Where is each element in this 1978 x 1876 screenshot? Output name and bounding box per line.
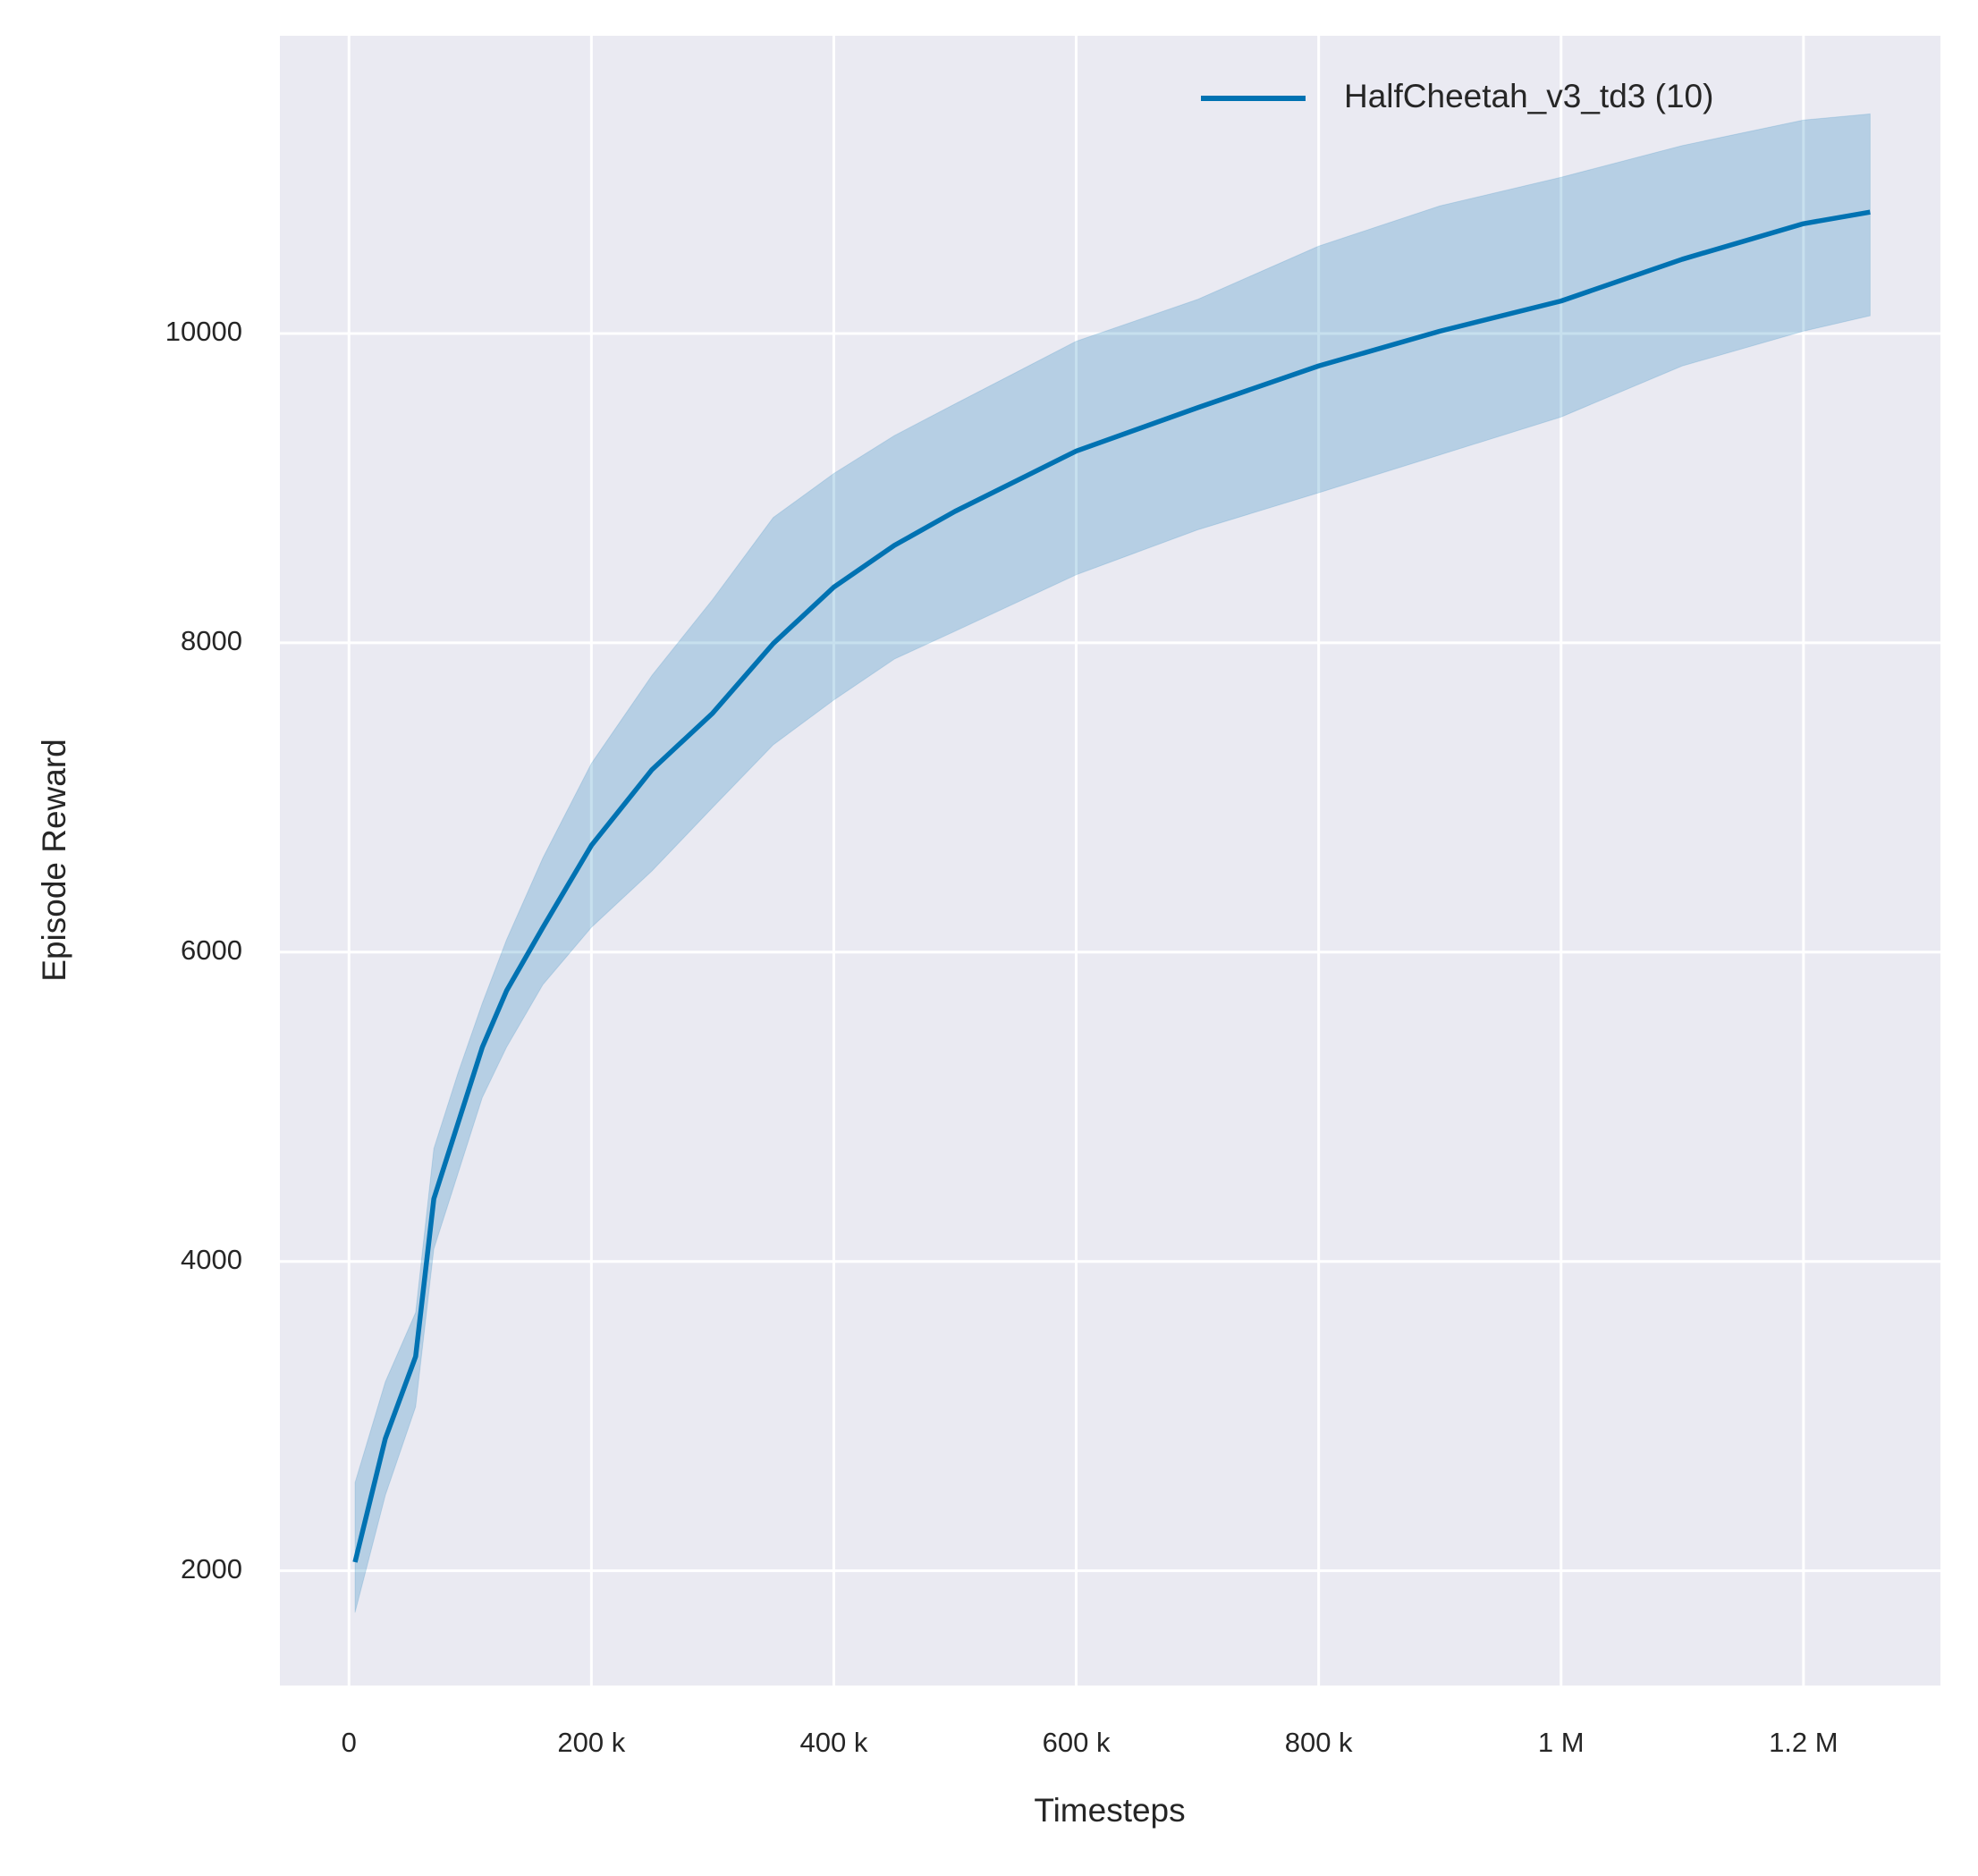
- x-tick-label: 1.2 M: [1769, 1727, 1839, 1758]
- marks: [352, 113, 1871, 1613]
- line: [352, 209, 1871, 1563]
- y-tick-label: 6000: [181, 934, 242, 966]
- y-tick-label: 8000: [181, 625, 242, 656]
- x-tick-label: 200 k: [557, 1727, 625, 1758]
- y-tick-label: 2000: [181, 1553, 242, 1584]
- x-axis-label: Timesteps: [1034, 1792, 1185, 1829]
- y-tick-label: 10000: [165, 316, 242, 347]
- x-tick-label: 600 k: [1043, 1727, 1111, 1758]
- confidence-band: [354, 113, 1871, 1613]
- grid: [280, 36, 1940, 1686]
- legend-label: HalfCheetah_v3_td3 (10): [1344, 78, 1713, 114]
- y-axis-label: Episode Reward: [36, 739, 72, 981]
- legend: HalfCheetah_v3_td3 (10): [1201, 78, 1713, 114]
- plot-background: [280, 36, 1940, 1686]
- x-tick-label: 400 k: [800, 1727, 868, 1758]
- x-tick-label: 0: [342, 1727, 357, 1758]
- x-tick-label: 1 M: [1538, 1727, 1585, 1758]
- x-tick-label: 800 k: [1285, 1727, 1353, 1758]
- y-tick-label: 4000: [181, 1244, 242, 1275]
